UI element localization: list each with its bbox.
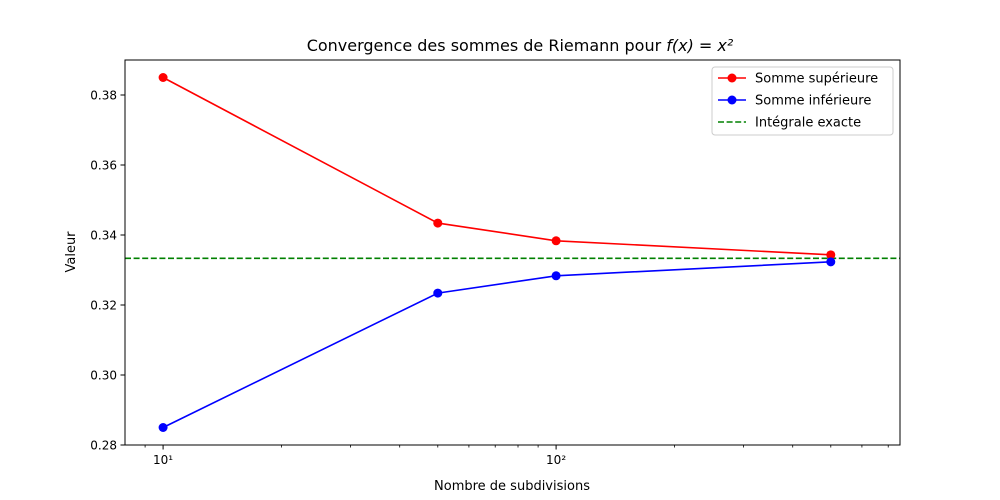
series-line-0 xyxy=(162,76,831,256)
data-point-0-2 xyxy=(551,236,561,246)
y-tick-label: 0.28 xyxy=(90,439,117,453)
legend-marker-1 xyxy=(727,95,737,105)
y-tick-label: 0.34 xyxy=(90,229,117,243)
x-axis-label: Nombre de subdivisions xyxy=(434,479,590,494)
x-tick-label: 10¹ xyxy=(153,453,173,467)
data-point-0-0 xyxy=(158,73,168,82)
data-point-1-0 xyxy=(158,423,168,432)
y-tick-label: 0.32 xyxy=(90,299,117,313)
chart-title: Convergence des sommes de Riemann pour f… xyxy=(307,36,734,55)
y-tick-label: 0.38 xyxy=(90,89,117,103)
data-point-1-2 xyxy=(551,271,561,281)
series-line-1 xyxy=(162,261,831,429)
y-tick-label: 0.36 xyxy=(90,159,117,173)
legend-marker-0 xyxy=(727,73,737,83)
legend: Somme supérieure Somme inférieure Intégral… xyxy=(711,66,894,136)
legend-label-2: Intégrale exacte xyxy=(755,116,861,131)
y-axis-label: Valeur xyxy=(64,231,79,273)
legend-label-1: Somme inférieure xyxy=(755,94,871,109)
data-point-0-3 xyxy=(826,250,836,260)
legend-box xyxy=(711,66,894,136)
y-tick-label: 0.30 xyxy=(90,369,117,383)
data-point-0-1 xyxy=(433,218,443,228)
data-point-1-1 xyxy=(433,288,443,298)
x-tick-label: 10² xyxy=(546,453,566,467)
legend-label-0: Somme supérieure xyxy=(755,72,878,87)
plot-frame xyxy=(124,59,901,446)
plot-area: 0.28 0.30 0.32 0.34 0.36 0.38 10¹ 10² xyxy=(90,59,901,467)
data-point-1-3 xyxy=(826,257,836,267)
